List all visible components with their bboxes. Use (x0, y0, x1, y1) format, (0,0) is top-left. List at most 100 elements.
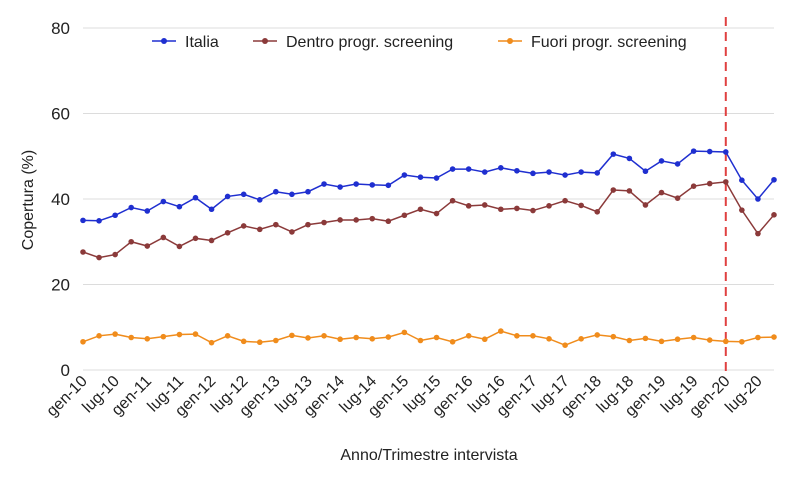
data-point (321, 181, 327, 187)
y-axis-title: Copertura (%) (20, 150, 37, 250)
data-point (337, 336, 343, 343)
data-point (369, 215, 376, 222)
data-point (771, 212, 777, 218)
data-point (578, 202, 584, 209)
data-point (690, 334, 697, 341)
legend-swatch-marker (507, 38, 513, 44)
data-point (417, 337, 424, 344)
data-point (369, 335, 376, 342)
data-point (465, 333, 472, 339)
data-point (160, 198, 167, 205)
data-point (562, 342, 568, 349)
data-point (112, 331, 118, 337)
data-point (369, 182, 376, 188)
data-point (112, 212, 118, 219)
data-point (514, 205, 520, 212)
series-3 (80, 328, 777, 349)
data-point (192, 194, 199, 201)
data-point (626, 337, 633, 344)
data-point (289, 229, 295, 235)
data-point (256, 226, 263, 233)
data-point (755, 334, 761, 341)
data-point (530, 333, 536, 339)
data-point (433, 210, 440, 217)
data-point (498, 164, 504, 171)
data-point (594, 332, 601, 338)
data-point (674, 195, 681, 201)
data-point (417, 206, 424, 213)
data-point (144, 243, 151, 249)
data-point (353, 217, 359, 223)
y-tick-label: 80 (51, 19, 70, 38)
data-point (273, 221, 279, 228)
data-point (417, 174, 424, 180)
data-point (706, 337, 713, 343)
data-point (626, 188, 633, 194)
data-point (690, 183, 697, 189)
data-point (481, 169, 488, 175)
data-point (289, 191, 295, 198)
data-point (401, 172, 408, 178)
data-point (722, 149, 729, 155)
series-line (82, 330, 775, 347)
data-point (144, 335, 151, 342)
data-point (481, 336, 488, 343)
data-point (385, 182, 392, 189)
data-point (658, 338, 665, 345)
data-point (449, 166, 456, 172)
y-axis-ticks: 0 20 40 60 80 (51, 19, 70, 380)
grid-lines (83, 27, 774, 371)
data-point (642, 335, 649, 342)
data-point (546, 335, 552, 342)
data-point (530, 207, 536, 214)
data-point (273, 337, 279, 344)
data-point (96, 333, 102, 339)
data-point (449, 338, 456, 345)
data-point (771, 176, 777, 183)
data-point (674, 336, 681, 343)
data-point (289, 332, 295, 339)
legend-label: Dentro progr. screening (286, 34, 453, 51)
data-point (240, 338, 247, 345)
data-point (578, 335, 584, 342)
data-point (353, 181, 359, 187)
data-point (176, 243, 183, 250)
data-point (321, 219, 327, 226)
series-1 (80, 148, 777, 224)
data-point (192, 331, 199, 337)
data-point (208, 206, 215, 213)
data-point (594, 170, 601, 176)
data-point (305, 188, 311, 195)
data-point (642, 202, 649, 208)
legend-label: Fuori progr. screening (531, 34, 687, 51)
data-point (465, 166, 472, 172)
y-tick-label: 40 (51, 190, 70, 209)
data-point (498, 328, 504, 334)
data-point (160, 234, 167, 241)
data-point (433, 334, 440, 341)
data-point (546, 203, 552, 209)
data-point (562, 197, 568, 204)
data-point (353, 334, 359, 341)
data-point (385, 334, 392, 340)
series-line (82, 150, 775, 222)
data-point (690, 148, 697, 154)
legend: Italia Dentro progr. screening Fuori progr… (152, 34, 687, 51)
data-point (80, 338, 86, 345)
x-axis-title: Anno/Trimestre intervista (340, 447, 517, 464)
x-axis-ticks: gen-10lug-10gen-11lug-11gen-12lug-12gen-… (44, 373, 766, 420)
data-point (449, 197, 456, 204)
data-point (739, 338, 745, 345)
data-point (755, 196, 761, 202)
data-point (176, 203, 183, 210)
data-point (626, 155, 633, 162)
data-point (96, 218, 102, 224)
data-point (722, 338, 729, 345)
data-point (337, 184, 343, 190)
data-point (256, 339, 263, 346)
data-point (498, 206, 504, 213)
data-point (594, 209, 601, 215)
data-point (433, 175, 440, 181)
data-point (128, 334, 135, 341)
